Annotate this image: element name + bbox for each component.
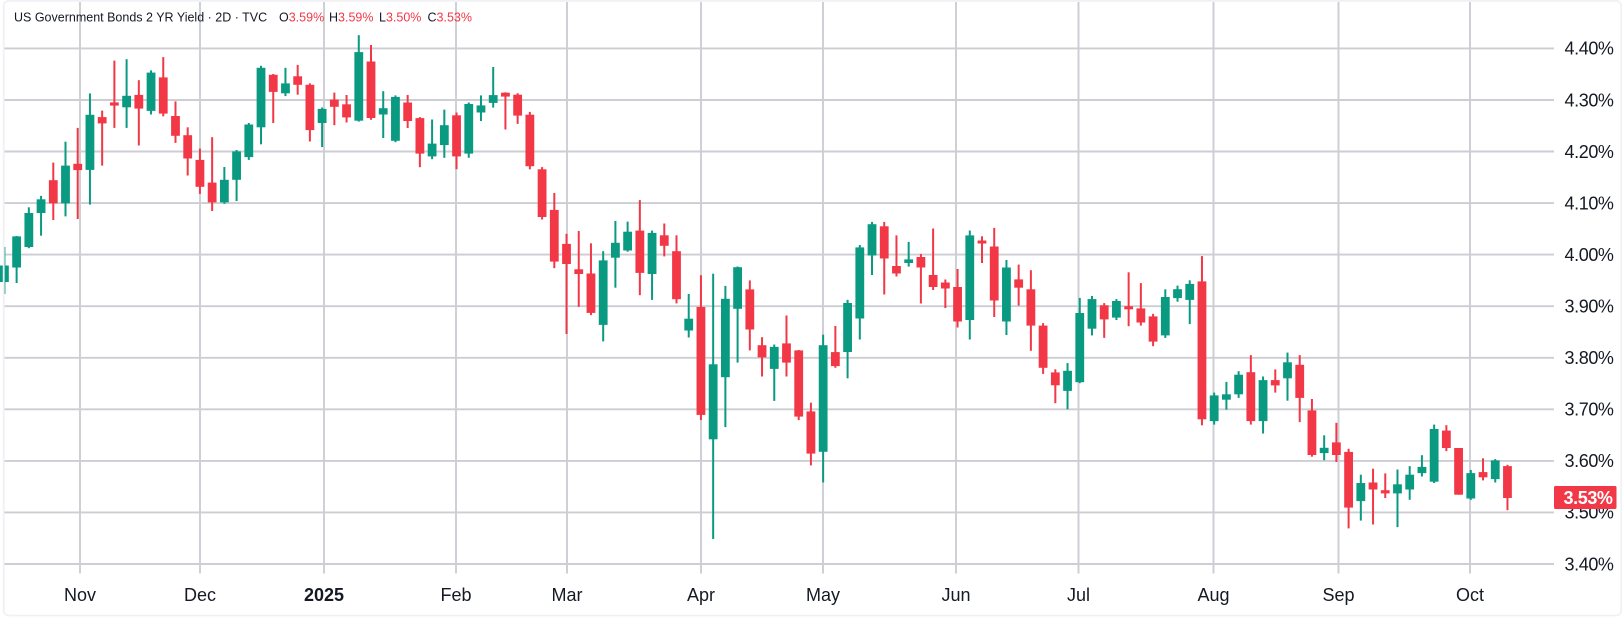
svg-text:Dec: Dec <box>184 585 216 605</box>
svg-text:4.00%: 4.00% <box>1565 245 1614 265</box>
svg-text:Sep: Sep <box>1322 585 1354 605</box>
svg-text:Feb: Feb <box>440 585 471 605</box>
svg-text:Apr: Apr <box>687 585 715 605</box>
svg-text:Aug: Aug <box>1197 585 1229 605</box>
svg-text:US Government Bonds 2 YR Yield: US Government Bonds 2 YR Yield · 2D · TV… <box>14 11 267 25</box>
svg-text:4.10%: 4.10% <box>1565 193 1614 213</box>
svg-text:C3.53%: C3.53% <box>428 11 472 25</box>
svg-text:3.53%: 3.53% <box>1564 488 1613 508</box>
svg-text:4.20%: 4.20% <box>1565 142 1614 162</box>
svg-text:3.70%: 3.70% <box>1565 400 1614 420</box>
svg-text:L3.50%: L3.50% <box>379 11 421 25</box>
svg-text:O3.59%: O3.59% <box>279 11 324 25</box>
svg-text:Nov: Nov <box>64 585 96 605</box>
svg-text:3.80%: 3.80% <box>1565 348 1614 368</box>
svg-text:2025: 2025 <box>304 585 344 605</box>
svg-text:H3.59%: H3.59% <box>329 11 373 25</box>
svg-text:Oct: Oct <box>1456 585 1484 605</box>
svg-text:Jul: Jul <box>1067 585 1090 605</box>
svg-text:3.90%: 3.90% <box>1565 297 1614 317</box>
svg-text:4.30%: 4.30% <box>1565 90 1614 110</box>
svg-text:Mar: Mar <box>552 585 583 605</box>
svg-text:3.40%: 3.40% <box>1565 554 1614 574</box>
svg-text:May: May <box>806 585 840 605</box>
svg-text:3.60%: 3.60% <box>1565 451 1614 471</box>
svg-text:Jun: Jun <box>941 585 970 605</box>
svg-text:4.40%: 4.40% <box>1565 39 1614 59</box>
